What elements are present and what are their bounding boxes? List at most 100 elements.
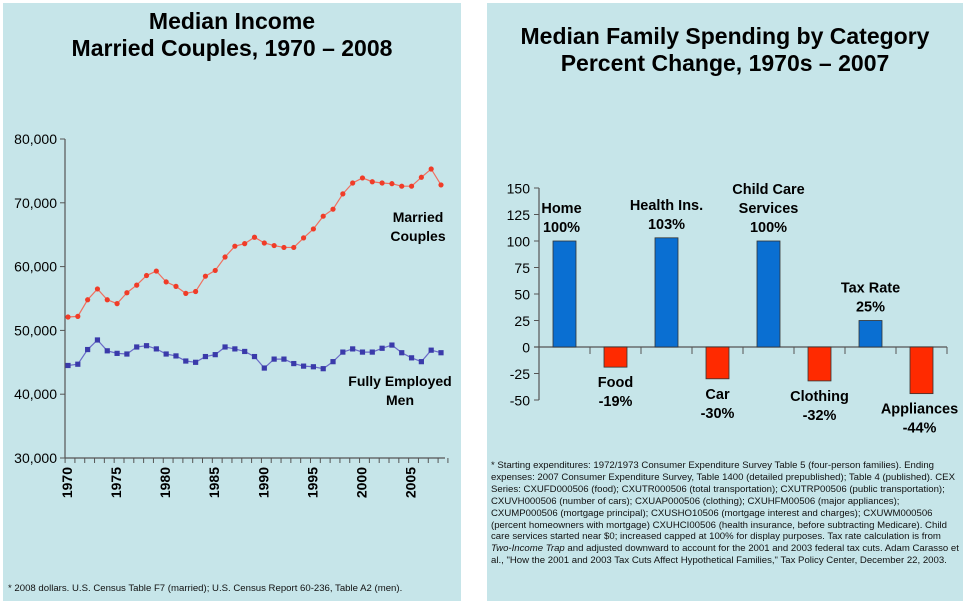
x-tick-label: 1990	[255, 467, 271, 498]
married-couples-point	[65, 314, 71, 320]
income-chart-title-line-2: Married Couples, 1970 – 2008	[71, 35, 393, 61]
bar-label-food: -19%	[599, 394, 633, 410]
fully-employed-men-point	[359, 349, 366, 355]
fully-employed-men-point	[281, 356, 287, 362]
x-tick-label: 2005	[403, 467, 419, 498]
fully-employed-men-point	[75, 361, 81, 367]
bar-label-clothing: Clothing	[790, 389, 849, 405]
fully-employed-men-point	[330, 359, 336, 365]
y-tick-label: 40,000	[14, 386, 57, 402]
married-couples-point	[291, 244, 297, 251]
spending-chart-panel: Median Family Spending by Category Perce…	[487, 3, 963, 601]
married-couples-point	[261, 240, 267, 246]
y-tick-label: -25	[510, 366, 530, 382]
married-couples-point	[212, 267, 218, 274]
fully-employed-men-point	[379, 345, 385, 351]
married-couples-point	[320, 213, 326, 219]
bar-label-child-care-services: Child Care	[732, 182, 805, 198]
bar-label-health-ins: 103%	[648, 217, 685, 233]
married-couples-point	[193, 288, 199, 295]
bar-label-health-ins: Health Ins.	[630, 198, 703, 214]
fully-employed-men-label-line-2: Men	[386, 392, 414, 408]
fully-employed-men-label-line-1: Fully Employed	[348, 373, 451, 389]
bar-label-home: Home	[541, 201, 581, 217]
y-tick-label: 70,000	[14, 195, 57, 211]
married-couples-point	[94, 286, 101, 292]
x-tick-label: 2000	[353, 467, 369, 498]
x-tick-label: 1995	[304, 467, 320, 498]
bar-label-child-care-services: 100%	[750, 220, 787, 236]
married-couples-line	[67, 168, 442, 318]
bar-label-food: Food	[598, 375, 633, 391]
y-tick-label: 50	[514, 287, 530, 303]
married-couples-point	[359, 175, 366, 181]
married-couples-point	[408, 183, 415, 189]
y-tick-label: 60,000	[14, 259, 57, 275]
married-couples-point	[134, 282, 140, 288]
married-couples-point	[173, 283, 179, 289]
fully-employed-men-point	[173, 353, 179, 359]
x-tick-label: 1980	[157, 467, 173, 498]
fully-employed-men-point	[65, 362, 71, 369]
fully-employed-men-point	[389, 342, 395, 348]
married-couples-point	[143, 272, 150, 279]
married-couples-point	[310, 226, 316, 232]
y-tick-label: -50	[510, 393, 530, 409]
income-chart-title: Median Income Married Couples, 1970 – 20…	[3, 8, 461, 62]
married-couples-point	[153, 268, 159, 274]
income-chart-footnote: * 2008 dollars. U.S. Census Table F7 (ma…	[8, 583, 403, 594]
fully-employed-men-point	[232, 346, 238, 352]
fully-employed-men-point	[114, 350, 120, 356]
fully-employed-men-point	[438, 350, 444, 356]
married-couples-point	[85, 297, 91, 303]
married-couples-point	[271, 242, 277, 249]
fully-employed-men-point	[153, 346, 159, 352]
bar-label-child-care-services: Services	[739, 201, 799, 217]
married-couples-point	[438, 182, 444, 188]
married-couples-point	[202, 273, 209, 279]
y-tick-label: 50,000	[14, 322, 57, 338]
fully-employed-men-point	[291, 360, 297, 367]
y-tick-label: 25	[514, 313, 530, 329]
fully-employed-men-point	[310, 364, 316, 370]
x-tick-label: 1975	[108, 467, 124, 498]
married-couples-point	[232, 243, 238, 249]
bar-label-tax-rate: 25%	[856, 300, 885, 316]
income-line-chart: 30,000 40,000 50,000 60,000 70,000 80,000 1970…	[14, 131, 452, 498]
married-couples-point	[183, 290, 189, 296]
fully-employed-men-point	[369, 349, 375, 355]
married-couples-point	[418, 174, 424, 180]
fully-employed-men-point	[104, 348, 110, 354]
married-couples-point	[124, 290, 130, 296]
fully-employed-men-point	[85, 346, 91, 353]
married-couples-point	[163, 279, 169, 285]
married-couples-point	[222, 254, 228, 260]
fully-employed-men-point	[320, 366, 326, 372]
y-tick-label: 75	[514, 260, 530, 276]
footnote-text: and adjusted downward to account for the…	[491, 543, 959, 567]
bar-label-clothing: -32%	[803, 408, 837, 424]
fully-employed-men-point	[271, 356, 277, 362]
fully-employed-men-point	[143, 343, 150, 349]
fully-employed-men-point	[222, 344, 228, 350]
spending-bar-chart: -50 -25 0 25 50 75 100 125 150 Home 100% Food -19% He…	[507, 181, 959, 437]
fully-employed-men-point	[399, 350, 405, 356]
bar-label-appliances: Appliances	[881, 402, 958, 418]
married-couples-point	[340, 191, 346, 197]
married-couples-point	[114, 301, 120, 307]
fully-employed-men-point	[261, 365, 267, 371]
fully-employed-men-point	[300, 363, 307, 369]
bar-label-car: Car	[705, 387, 730, 403]
spending-chart-footnote: * Starting expenditures: 1972/1973 Consu…	[491, 460, 961, 567]
fully-employed-men-point	[428, 347, 434, 353]
married-couples-point	[281, 244, 287, 251]
married-couples-label-line-2: Couples	[390, 228, 445, 244]
spending-chart-title-line-2: Percent Change, 1970s – 2007	[560, 50, 890, 76]
married-couples-point	[300, 235, 307, 241]
y-tick-label: 0	[522, 340, 530, 356]
y-tick-label: 150	[507, 181, 531, 197]
y-tick-label: 80,000	[14, 131, 57, 147]
married-couples-label-line-1: Married	[393, 209, 444, 225]
y-tick-label: 100	[507, 234, 531, 250]
y-tick-label: 125	[507, 207, 531, 223]
